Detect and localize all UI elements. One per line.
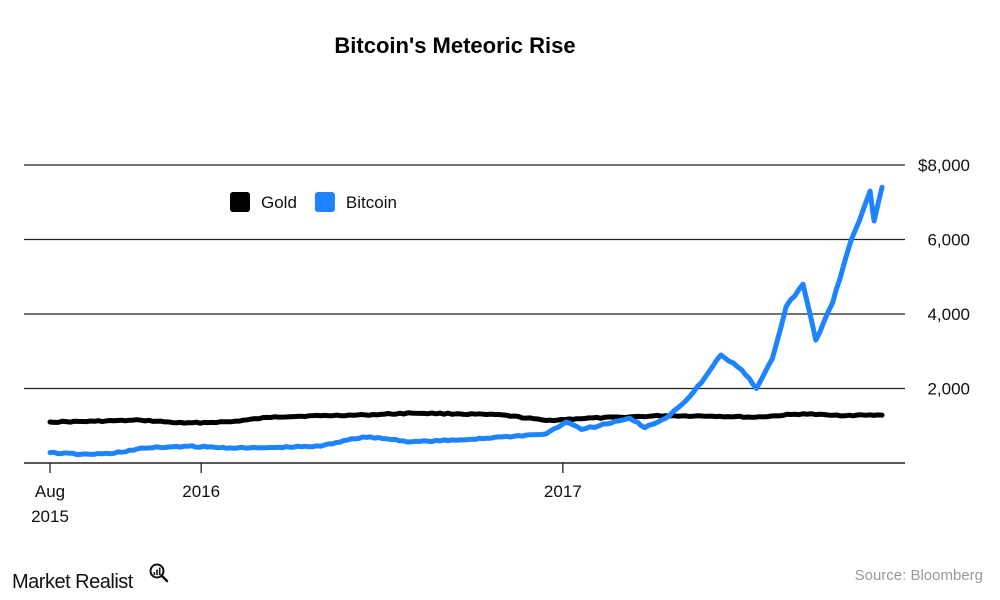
- brand-name: Market Realist: [12, 571, 134, 593]
- gridlines: [24, 164, 905, 464]
- x-tick-label: Aug: [35, 482, 65, 501]
- x-tick-labels: Aug 2015 2016 2017: [31, 463, 582, 526]
- brand-logo: Market Realist: [12, 563, 169, 593]
- y-tick-label: 6,000: [927, 231, 970, 250]
- series-line-gold: [47, 410, 885, 426]
- legend-label-bitcoin: Bitcoin: [346, 193, 397, 212]
- y-tick-label: 2,000: [927, 380, 970, 399]
- legend: Gold Bitcoin: [230, 192, 397, 212]
- x-tick-sublabel: 2015: [31, 507, 69, 526]
- series-lines: [47, 184, 885, 458]
- legend-swatch-gold: [230, 192, 250, 212]
- y-tick-labels: 2,000 4,000 6,000 $8,000: [918, 156, 970, 399]
- series-line-bitcoin: [47, 184, 885, 458]
- x-tick-label: 2016: [182, 482, 220, 501]
- y-tick-label: $8,000: [918, 156, 970, 175]
- magnifier-chart-icon: [149, 563, 169, 583]
- chart-title: Bitcoin's Meteoric Rise: [334, 33, 575, 58]
- x-tick-label: 2017: [544, 482, 582, 501]
- y-tick-label: 4,000: [927, 305, 970, 324]
- legend-label-gold: Gold: [261, 193, 297, 212]
- legend-swatch-bitcoin: [314, 192, 335, 212]
- source-label: Source: Bloomberg: [855, 567, 983, 584]
